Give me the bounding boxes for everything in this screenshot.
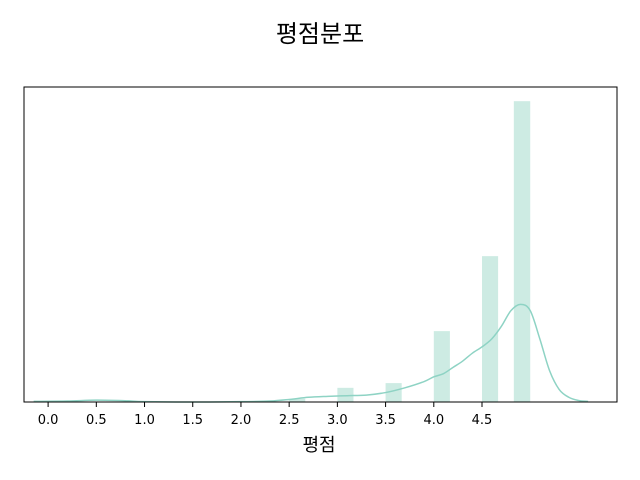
plot-frame — [23, 86, 618, 403]
histogram-bar-1 — [337, 387, 354, 402]
x-tick-label-7: 3.5 — [375, 413, 396, 428]
histogram-bar-5 — [513, 101, 531, 403]
histogram-bar-0 — [289, 398, 306, 402]
x-axis: 0.0 0.5 1.0 1.5 2.0 2.5 3.0 3.5 4.0 4.5 — [38, 402, 493, 428]
x-tick-label-1: 0.5 — [86, 413, 107, 428]
histogram-bar-3 — [433, 331, 450, 402]
x-tick-label-2: 1.0 — [134, 413, 155, 428]
x-tick-label-6: 3.0 — [327, 413, 348, 428]
x-tick-label-0: 0.0 — [38, 413, 59, 428]
x-tick-label-8: 4.0 — [423, 413, 444, 428]
x-axis-label: 평점 — [302, 435, 335, 456]
x-tick-label-5: 2.5 — [279, 413, 300, 428]
plot-area — [23, 86, 618, 403]
x-tick-label-4: 2.0 — [231, 413, 252, 428]
chart-title: 평점분포 — [276, 20, 364, 48]
histogram-bar-2 — [385, 383, 402, 402]
x-tick-label-9: 4.5 — [472, 413, 493, 428]
kde-curve — [33, 303, 589, 403]
histogram-bar-4 — [482, 256, 499, 402]
x-tick-label-3: 1.5 — [182, 413, 203, 428]
